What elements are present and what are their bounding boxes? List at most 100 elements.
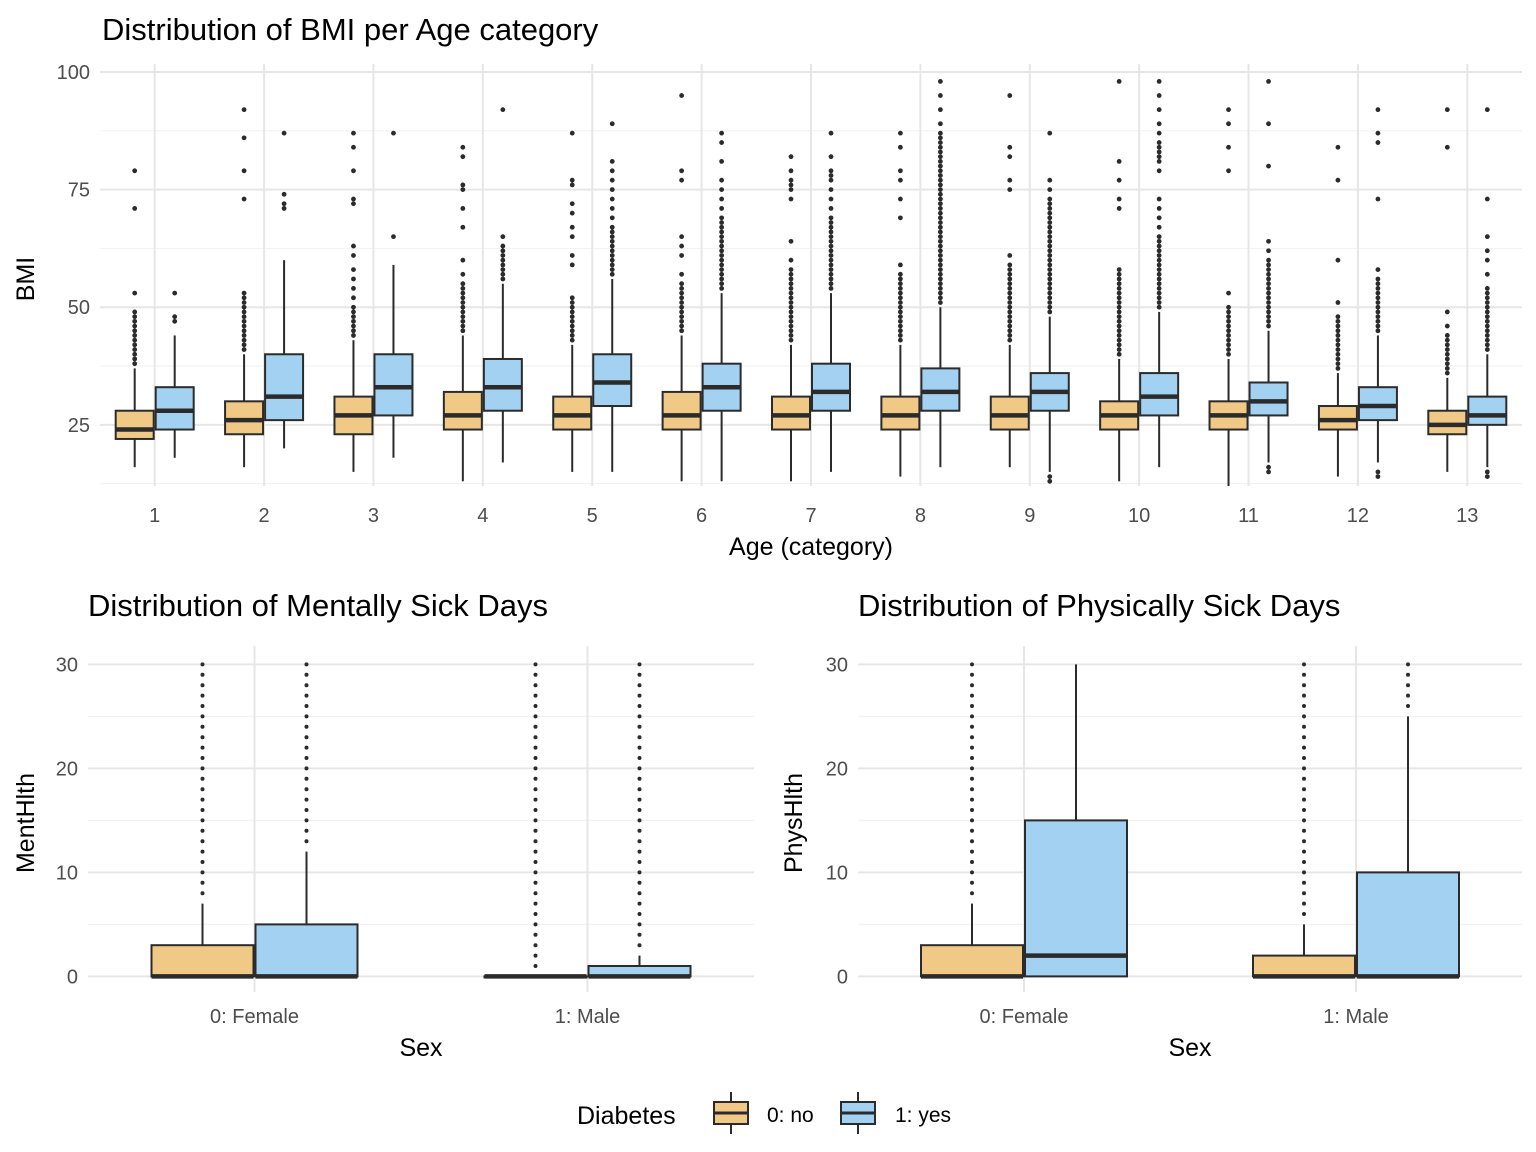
outlier-point bbox=[1266, 290, 1271, 296]
outlier-point bbox=[637, 870, 642, 875]
outlier-point bbox=[569, 210, 575, 216]
outlier-point bbox=[533, 849, 538, 854]
outlier-point bbox=[1444, 342, 1450, 348]
outlier-point bbox=[1335, 347, 1341, 352]
outlier-point bbox=[1266, 276, 1271, 282]
outlier-point bbox=[351, 304, 356, 310]
outlier-point bbox=[937, 196, 943, 202]
outlier-point bbox=[1375, 323, 1381, 329]
outlier-point bbox=[351, 168, 356, 174]
outlier-point bbox=[1047, 281, 1053, 287]
outlier-point bbox=[637, 724, 642, 729]
outlier-point bbox=[1156, 140, 1162, 145]
outlier-point bbox=[533, 818, 538, 823]
legend-item-label: 0: no bbox=[767, 1104, 814, 1127]
outlier-point bbox=[500, 262, 506, 268]
outlier-point bbox=[200, 860, 205, 864]
outlier-point bbox=[719, 267, 725, 272]
outlier-point bbox=[1226, 107, 1231, 113]
outlier-point bbox=[937, 220, 943, 225]
outlier-point bbox=[1156, 121, 1162, 127]
box bbox=[1467, 395, 1508, 426]
outlier-point bbox=[609, 262, 615, 268]
outlier-point bbox=[281, 201, 287, 207]
outlier-point bbox=[1047, 130, 1053, 136]
outlier-point bbox=[1266, 163, 1271, 169]
outlier-point bbox=[679, 314, 685, 320]
outlier-point bbox=[679, 168, 685, 174]
outlier-point bbox=[281, 206, 287, 211]
outlier-point bbox=[937, 177, 943, 183]
outlier-point bbox=[569, 182, 575, 188]
outlier-point bbox=[1266, 469, 1271, 475]
outlier-point bbox=[351, 323, 356, 329]
outlier-point bbox=[1335, 351, 1341, 357]
outlier-point bbox=[679, 300, 685, 305]
outlier-point bbox=[569, 262, 575, 268]
outlier-point bbox=[609, 253, 615, 258]
outlier-point bbox=[679, 281, 685, 287]
outlier-point bbox=[788, 337, 794, 343]
outlier-point bbox=[533, 704, 538, 708]
outlier-point bbox=[897, 323, 903, 329]
outlier-point bbox=[937, 229, 943, 235]
outlier-point bbox=[788, 271, 794, 277]
outlier-point bbox=[1484, 469, 1490, 475]
outlier-point bbox=[1484, 304, 1490, 310]
outlier-point bbox=[241, 347, 247, 352]
outlier-point bbox=[304, 828, 309, 833]
outlier-point bbox=[200, 766, 205, 771]
outlier-point bbox=[828, 262, 834, 268]
outlier-point bbox=[788, 323, 794, 329]
box bbox=[1139, 372, 1180, 417]
outlier-point bbox=[637, 704, 642, 708]
outlier-point bbox=[1116, 281, 1122, 287]
outlier-point bbox=[569, 295, 575, 301]
outlier-point bbox=[460, 323, 466, 329]
legend-title: Diabetes bbox=[577, 1102, 676, 1130]
outlier-point bbox=[460, 182, 466, 188]
outlier-point bbox=[970, 808, 974, 812]
outlier-point bbox=[1156, 290, 1162, 296]
outlier-point bbox=[788, 177, 794, 183]
outlier-point bbox=[1302, 787, 1306, 792]
outlier-point bbox=[1047, 478, 1053, 484]
outlier-point bbox=[788, 187, 794, 193]
outlier-point bbox=[1047, 229, 1053, 235]
outlier-point bbox=[241, 333, 247, 338]
outlier-point bbox=[1047, 224, 1053, 230]
x-tick-label: 1: Male bbox=[1323, 1006, 1389, 1028]
outlier-point bbox=[828, 196, 834, 202]
outlier-point bbox=[897, 281, 903, 287]
outlier-point bbox=[828, 177, 834, 183]
outlier-point bbox=[1375, 290, 1381, 296]
outlier-point bbox=[200, 808, 205, 812]
outlier-point bbox=[609, 158, 615, 164]
outlier-point bbox=[719, 196, 725, 202]
outlier-point bbox=[679, 309, 685, 315]
outlier-point bbox=[637, 683, 642, 688]
outlier-point bbox=[569, 323, 575, 329]
outlier-point bbox=[937, 248, 943, 254]
outlier-point bbox=[1226, 290, 1231, 296]
outlier-point bbox=[1047, 243, 1053, 249]
outlier-point bbox=[200, 693, 205, 698]
outlier-point bbox=[937, 140, 943, 145]
outlier-point bbox=[609, 121, 615, 127]
outlier-point bbox=[200, 880, 205, 885]
outlier-point bbox=[1266, 314, 1271, 320]
outlier-point bbox=[1047, 267, 1053, 272]
outlier-point bbox=[1375, 300, 1381, 305]
outlier-point bbox=[200, 745, 205, 750]
outlier-point bbox=[679, 93, 685, 98]
box bbox=[920, 944, 1024, 978]
outlier-point bbox=[304, 662, 309, 667]
outlier-point bbox=[609, 168, 615, 174]
box bbox=[1357, 386, 1398, 422]
outlier-point bbox=[200, 756, 205, 760]
outlier-point bbox=[937, 210, 943, 216]
outlier-point bbox=[569, 309, 575, 315]
outlier-point bbox=[1156, 144, 1162, 150]
outlier-point bbox=[132, 206, 138, 211]
outlier-point bbox=[351, 295, 356, 301]
